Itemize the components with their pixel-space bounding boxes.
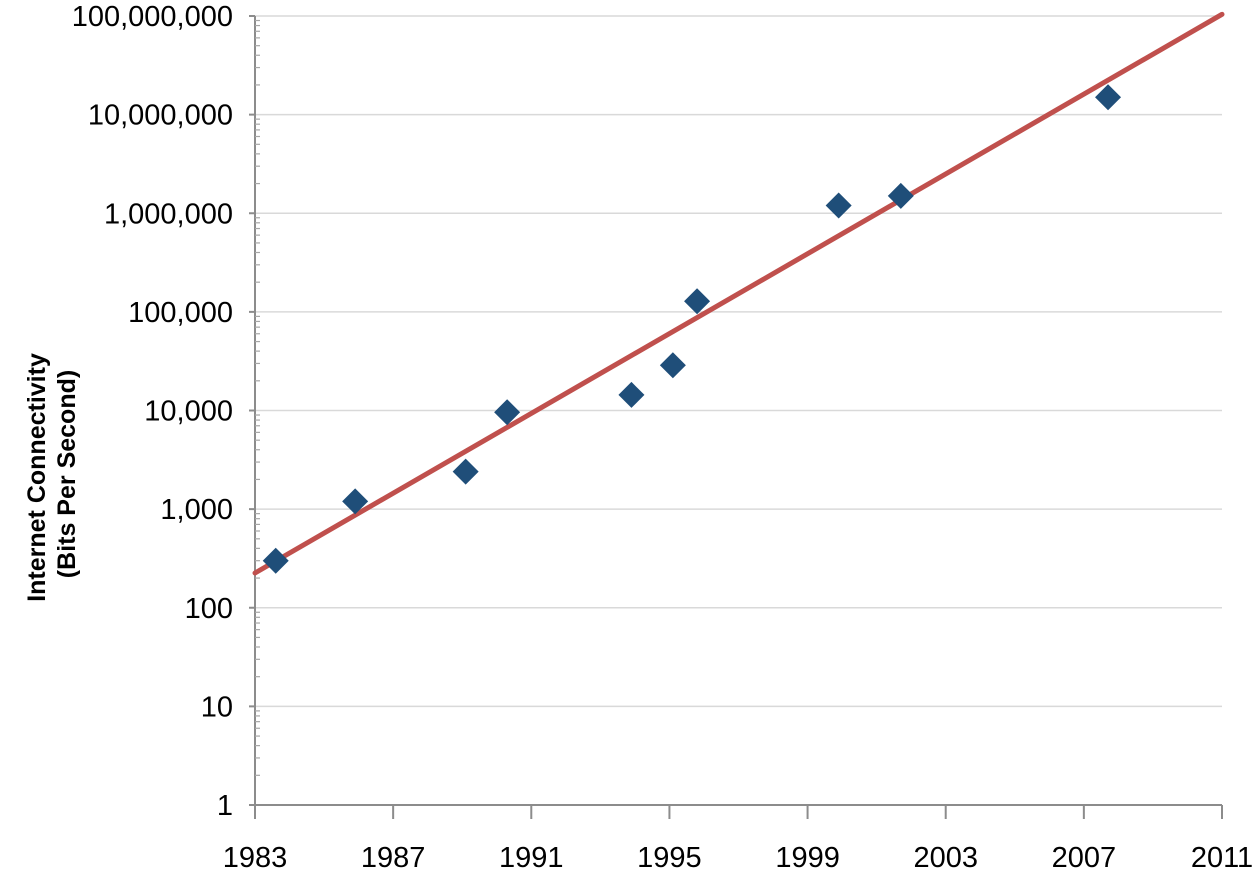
data-points — [262, 84, 1122, 574]
data-point-2 — [452, 458, 479, 485]
data-point-0 — [262, 547, 289, 574]
data-point-8 — [887, 182, 914, 209]
trendline — [252, 11, 1225, 576]
x-tick-label: 1987 — [361, 842, 426, 874]
axes — [249, 15, 1223, 819]
x-tick-label: 2007 — [1052, 842, 1117, 874]
y-tick-label: 10,000,000 — [88, 100, 233, 132]
data-point-7 — [825, 192, 852, 219]
y-tick-label: 10,000 — [144, 396, 233, 428]
gridlines — [255, 15, 1222, 708]
trendline-path — [252, 11, 1225, 576]
y-tick-label: 100,000,000 — [72, 1, 233, 33]
data-point-5 — [659, 352, 686, 379]
y-tick-label: 1,000,000 — [104, 198, 233, 230]
y-tick-label: 100,000 — [128, 297, 233, 329]
data-point-4 — [618, 381, 645, 408]
x-tick-label: 2003 — [913, 842, 978, 874]
x-tick-labels: 1983 1987 1991 1995 1999 2003 2007 2011 — [223, 842, 1253, 874]
data-point-3 — [494, 399, 521, 426]
data-point-1 — [342, 488, 369, 515]
data-point-9 — [1095, 84, 1122, 111]
y-axis-title-line-2: (Bits Per Second) — [53, 370, 81, 578]
y-axis-title: Internet Connectivity (Bits Per Second) — [23, 346, 81, 602]
y-tick-label: 10 — [201, 691, 233, 723]
x-tick-label: 1999 — [775, 842, 840, 874]
y-tick-labels: 1 10 100 1,000 10,000 100,000 1,000,000 10,000,… — [72, 1, 233, 822]
data-point-6 — [684, 288, 711, 315]
x-tick-label: 1983 — [223, 842, 288, 874]
x-tick-label: 1991 — [499, 842, 564, 874]
y-tick-label: 100 — [185, 593, 233, 625]
x-tick-label: 1995 — [637, 842, 702, 874]
x-tick-label: 2011 — [1191, 842, 1253, 874]
y-tick-label: 1,000 — [160, 494, 233, 526]
y-tick-label: 1 — [217, 790, 233, 822]
y-axis-title-line-1: Internet Connectivity — [23, 353, 51, 602]
